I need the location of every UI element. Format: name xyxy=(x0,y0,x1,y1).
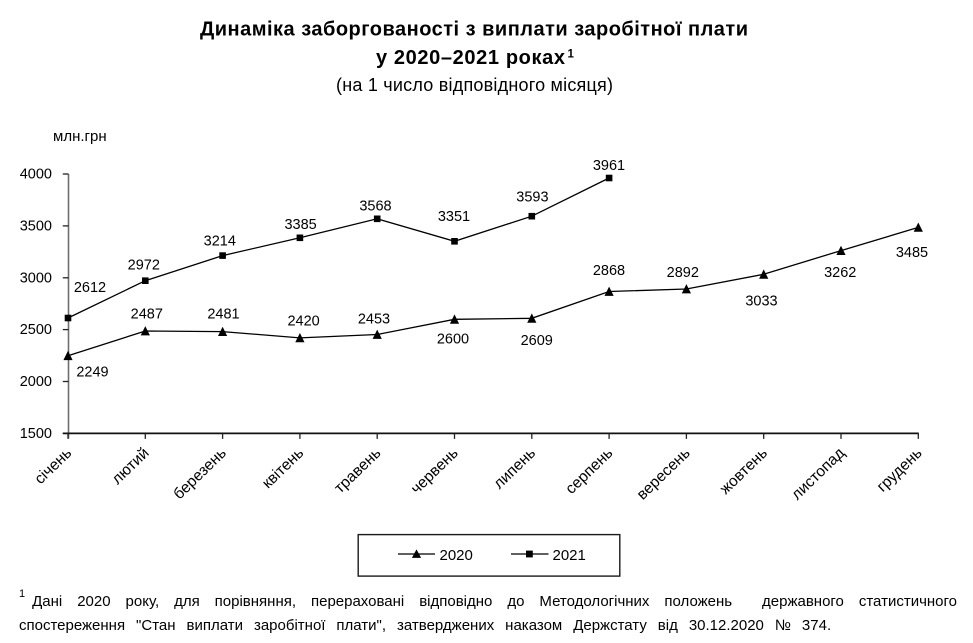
svg-text:2420: 2420 xyxy=(287,313,319,329)
svg-text:2600: 2600 xyxy=(437,332,469,348)
svg-text:млн.грн: млн.грн xyxy=(53,128,107,145)
svg-text:3262: 3262 xyxy=(824,265,856,281)
svg-text:2612: 2612 xyxy=(74,280,106,296)
svg-text:1: 1 xyxy=(568,49,575,61)
svg-text:3000: 3000 xyxy=(20,270,52,286)
svg-text:3593: 3593 xyxy=(516,189,548,205)
svg-text:3385: 3385 xyxy=(284,217,316,233)
svg-text:1500: 1500 xyxy=(20,426,52,442)
svg-text:2481: 2481 xyxy=(207,307,239,323)
svg-text:3500: 3500 xyxy=(20,218,52,234)
svg-text:3485: 3485 xyxy=(896,245,928,261)
svg-text:3214: 3214 xyxy=(204,233,236,249)
svg-text:2249: 2249 xyxy=(76,365,108,381)
svg-text:2000: 2000 xyxy=(20,374,52,390)
svg-text:2020: 2020 xyxy=(440,547,473,564)
svg-text:2453: 2453 xyxy=(358,312,390,328)
svg-text:(на 1 число відповідного місяц: (на 1 число відповідного місяця) xyxy=(336,75,613,95)
svg-text:2021: 2021 xyxy=(553,547,586,564)
svg-text:2609: 2609 xyxy=(521,333,553,349)
svg-text:3961: 3961 xyxy=(593,158,625,174)
svg-text:2972: 2972 xyxy=(128,257,160,273)
svg-text:2500: 2500 xyxy=(20,322,52,338)
svg-text:у 2020–2021 роках: у 2020–2021 роках xyxy=(376,47,565,69)
svg-text:2868: 2868 xyxy=(593,263,625,279)
svg-text:Динаміка заборгованості з випл: Динаміка заборгованості з виплати заробі… xyxy=(200,19,748,41)
svg-text:3351: 3351 xyxy=(438,209,470,225)
svg-text:2487: 2487 xyxy=(131,307,163,323)
svg-text:3568: 3568 xyxy=(359,198,391,214)
svg-text:4000: 4000 xyxy=(20,167,52,183)
svg-text:2892: 2892 xyxy=(667,265,699,281)
svg-text:3033: 3033 xyxy=(745,294,777,310)
